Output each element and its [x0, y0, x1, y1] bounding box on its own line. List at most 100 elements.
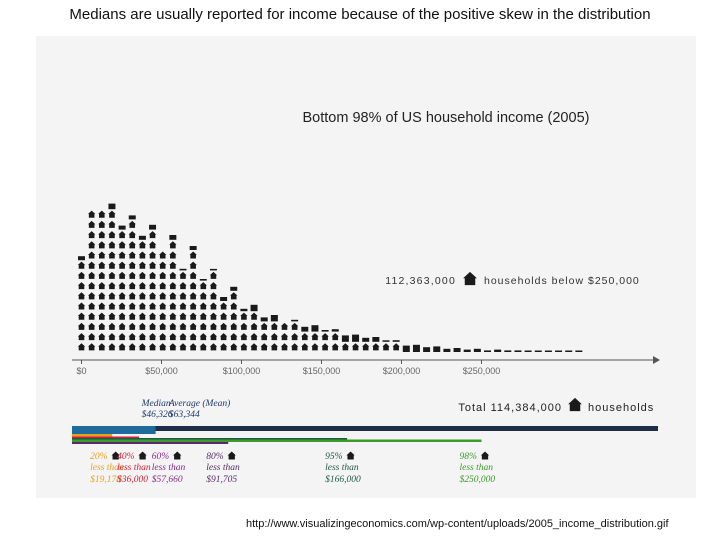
house-icon: [179, 322, 187, 330]
partial-icon: [118, 225, 126, 230]
partial-icon: [402, 345, 410, 352]
partial-icon: [138, 235, 146, 240]
median-value: $46,326: [142, 409, 173, 420]
house-icon: [118, 322, 126, 330]
house-icon: [118, 271, 126, 279]
icon-column: [290, 319, 299, 351]
house-icon: [189, 322, 197, 330]
house-icon: [87, 282, 96, 290]
house-icon: [108, 261, 116, 269]
partial-icon: [209, 268, 217, 271]
house-icon: [87, 210, 96, 218]
icon-column: [311, 325, 319, 351]
house-icon: [128, 312, 136, 320]
house-icon: [87, 231, 96, 239]
icon-column: [544, 350, 552, 352]
partial-icon: [311, 325, 319, 332]
icon-column: [372, 337, 380, 351]
house-icon: [77, 292, 86, 300]
house-icon: [98, 271, 106, 279]
house-icon: [250, 312, 258, 320]
house-icon: [128, 251, 136, 259]
house-icon: [230, 302, 238, 310]
chart-panel: Bottom 98% of US household income (2005)…: [36, 36, 696, 498]
house-icon: [270, 333, 279, 341]
house-icon: [290, 322, 299, 330]
house-icon: [118, 261, 126, 269]
house-icon: [77, 343, 86, 351]
house-icon: [199, 292, 207, 300]
house-icon: [159, 271, 167, 279]
house-icon: [108, 220, 116, 228]
house-icon: [128, 343, 136, 351]
x-tick-label: $150,000: [303, 366, 341, 376]
percentile-text: less than: [117, 463, 151, 473]
mean-label: Average (Mean): [168, 398, 230, 409]
house-icon: [270, 322, 279, 330]
partial-icon: [504, 350, 512, 352]
house-icon: [159, 333, 167, 341]
house-icon: [189, 292, 197, 300]
house-icon: [199, 282, 207, 290]
partial-icon: [392, 340, 400, 342]
x-tick-label: $250,000: [463, 366, 501, 376]
icon-column: [514, 350, 522, 352]
icon-column: [189, 246, 197, 351]
house-icon: [199, 302, 207, 310]
house-icon: [240, 343, 248, 351]
house-icon: [77, 322, 86, 330]
house-icon: [138, 271, 147, 279]
partial-icon: [473, 348, 481, 352]
partial-icon: [291, 319, 299, 322]
house-icon: [77, 333, 86, 341]
partial-icon: [463, 349, 471, 352]
partial-icon: [108, 203, 116, 210]
house-icon: [189, 282, 197, 290]
icon-column: [494, 349, 502, 352]
house-icon: [159, 322, 167, 330]
house-icon: [169, 343, 177, 351]
house-icon: [138, 241, 147, 249]
house-icon: [98, 322, 106, 330]
total-label: Total 114,384,000 households: [458, 397, 653, 414]
house-icon: [169, 271, 177, 279]
percentile-band: [72, 438, 348, 441]
house-icon: [128, 220, 136, 228]
partial-icon: [514, 350, 522, 352]
house-icon: [87, 220, 96, 228]
partial-icon: [453, 348, 461, 352]
house-icon: [260, 322, 268, 330]
house-icon: [219, 322, 228, 330]
house-icon: [346, 451, 355, 460]
partial-icon: [494, 349, 502, 352]
house-icon: [189, 312, 197, 320]
house-icon: [173, 451, 182, 460]
house-icon: [230, 312, 238, 320]
icon-column: [443, 348, 451, 352]
house-icon: [219, 333, 228, 341]
house-icon: [77, 282, 86, 290]
house-icon: [98, 261, 106, 269]
partial-icon: [78, 256, 85, 261]
icon-column: [392, 340, 400, 351]
house-icon: [128, 241, 136, 249]
house-icon: [189, 302, 197, 310]
house-icon: [219, 343, 228, 351]
house-icon: [250, 322, 258, 330]
house-icon: [118, 333, 126, 341]
house-icon: [128, 302, 136, 310]
partial-icon: [565, 350, 573, 352]
house-icon: [331, 343, 339, 351]
house-icon: [98, 210, 106, 218]
house-icon: [199, 333, 207, 341]
house-icon: [199, 343, 207, 351]
icon-column: [433, 346, 441, 352]
x-tick-label: $200,000: [383, 366, 421, 376]
house-icon: [138, 322, 147, 330]
partial-icon: [250, 304, 258, 312]
partial-icon: [412, 344, 420, 352]
partial-icon: [128, 215, 136, 220]
total-text: Total 114,384,000: [458, 402, 562, 414]
icon-legend: 112,363,000 households below $250,000: [385, 271, 639, 287]
house-icon: [362, 343, 370, 351]
